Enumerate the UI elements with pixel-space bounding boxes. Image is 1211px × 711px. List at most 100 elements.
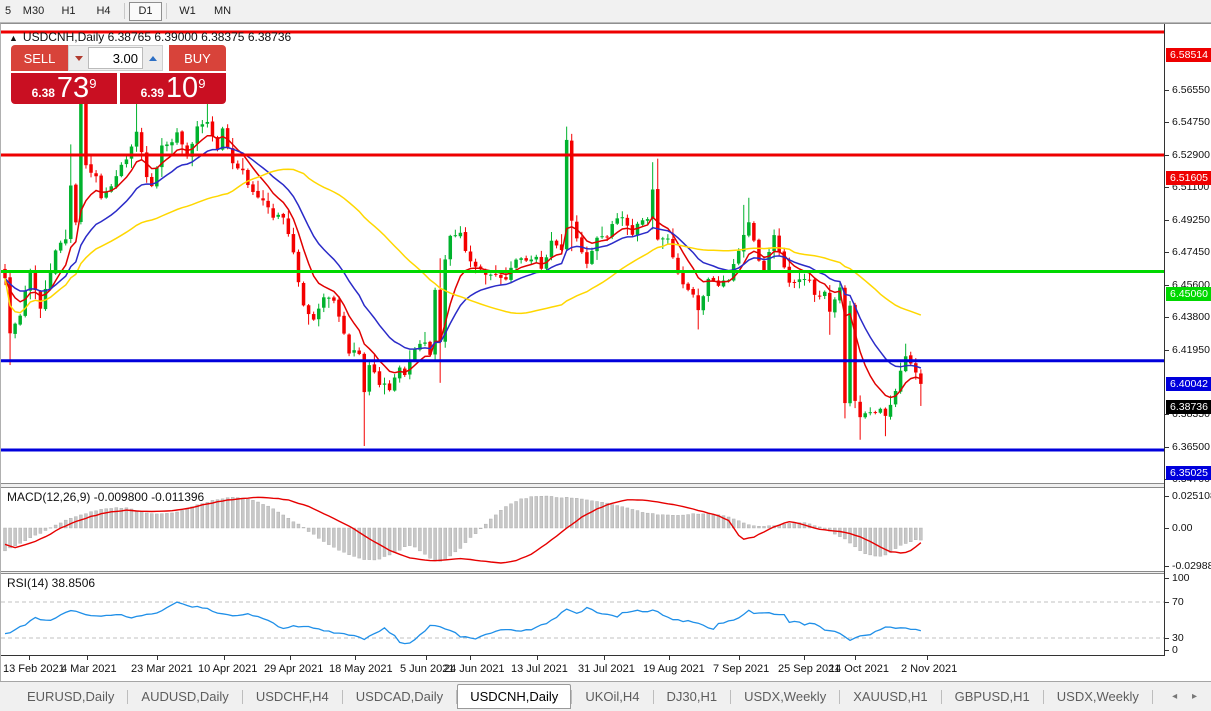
rsi-axis-label: 0 (1172, 644, 1178, 656)
date-tick (29, 656, 30, 660)
price-level-label: 6.51605 (1166, 170, 1211, 185)
timeframe-toolbar: 5 M30 H1 H4 D1 W1 MN (0, 0, 1211, 23)
date-tick (87, 656, 88, 660)
buy-price-sup: 9 (198, 76, 206, 91)
time-axis[interactable]: 13 Feb 2021 4 Mar 2021 23 Mar 2021 10 Apr 2… (1, 655, 1164, 681)
axis-tick (1165, 446, 1169, 448)
date-tick (739, 656, 740, 660)
date-tick (224, 656, 225, 660)
price-level-label: 6.38736 (1166, 399, 1211, 414)
trade-widget-top-row: SELL BUY (11, 45, 226, 71)
date-label: 10 Apr 2021 (198, 663, 258, 675)
axis-tick (1165, 496, 1169, 497)
chart-tab-ukoil-h4[interactable]: UKOil,H4 (585, 689, 640, 704)
volume-increase-button[interactable] (143, 46, 162, 70)
chart-tab-gbpusd-h1[interactable]: GBPUSD,H1 (954, 689, 1030, 704)
chart-window[interactable]: ▲ USDCNH,Daily 6.38765 6.39000 6.38375 6.… (0, 23, 1211, 681)
pane-separator[interactable] (1, 483, 1211, 488)
axis-tick (1165, 89, 1169, 91)
macd-axis-label: 0.025108 (1172, 490, 1211, 502)
rsi-axis-label: 70 (1172, 596, 1184, 608)
tab-separator (456, 689, 458, 704)
date-label: 13 Jul 2021 (511, 663, 568, 675)
timeframe-button-mn[interactable]: MN (206, 2, 239, 21)
volume-decrease-button[interactable] (69, 46, 88, 70)
sell-price-big: 73 (56, 72, 90, 104)
sell-price-sup: 9 (89, 76, 97, 91)
axis-tick (1165, 122, 1169, 124)
trade-widget-price-row: 6.38 73 9 6.39 10 9 (11, 73, 226, 104)
buy-price-panel[interactable]: 6.39 10 9 (120, 73, 226, 104)
timeframe-button-m30[interactable]: M30 (17, 2, 50, 21)
timeframe-button-d1[interactable]: D1 (129, 1, 162, 21)
axis-tick (1165, 154, 1169, 156)
timeframe-button-h4[interactable]: H4 (87, 2, 120, 21)
tab-separator (652, 689, 654, 704)
quote-low: 6.38375 (201, 30, 245, 44)
price-tick-label: 6.47450 (1172, 245, 1210, 258)
collapse-triangle-icon[interactable]: ▲ (9, 33, 18, 43)
chart-tab-usdcad-daily[interactable]: USDCAD,Daily (355, 689, 444, 704)
date-label: 31 Jul 2021 (578, 663, 635, 675)
tab-scroll-arrows[interactable]: ◂ ▸ (1172, 691, 1203, 702)
date-label: 5 Jun 2021 (400, 663, 455, 675)
axis-tick (1165, 284, 1169, 286)
chart-tab-bar: EURUSD,Daily AUDUSD,Daily USDCHF,H4 USDCAD,… (0, 681, 1211, 711)
chart-tab-eurusd-daily[interactable]: EURUSD,Daily (27, 689, 115, 704)
date-label: 24 Jun 2021 (444, 663, 505, 675)
date-label: 25 Sep 2021 (778, 663, 841, 675)
axis-tick (1165, 349, 1169, 351)
sell-button[interactable]: SELL (11, 45, 68, 71)
price-tick-label: 6.52900 (1172, 148, 1210, 161)
axis-tick (1165, 638, 1169, 639)
axis-tick (1165, 578, 1169, 579)
chart-symbol-label: USDCNH,Daily (22, 30, 105, 44)
toolbar-separator (166, 3, 167, 19)
timeframe-button-h1[interactable]: H1 (52, 2, 85, 21)
chart-tab-usdchf-h4[interactable]: USDCHF,H4 (255, 689, 329, 704)
timeframe-button-w1[interactable]: W1 (171, 2, 204, 21)
chart-tab-xauusd-h1[interactable]: XAUUSD,H1 (853, 689, 928, 704)
quote-open: 6.38765 (107, 30, 151, 44)
buy-button[interactable]: BUY (169, 45, 226, 71)
date-tick (604, 656, 605, 660)
triangle-down-icon (74, 55, 83, 61)
buy-price-prefix: 6.39 (140, 86, 164, 100)
price-pane[interactable] (1, 27, 1164, 483)
axis-tick (1165, 316, 1169, 318)
rsi-pane[interactable] (1, 574, 1164, 655)
axis-tick (1165, 566, 1169, 568)
macd-indicator-label: MACD(12,26,9) -0.009800 -0.011396 (7, 490, 205, 504)
macd-pane[interactable] (1, 488, 1164, 571)
chart-tab-usdx-weekly[interactable]: USDX,Weekly (744, 689, 827, 704)
toolbar-separator (124, 3, 125, 19)
date-tick (157, 656, 158, 660)
chart-tab-usdcnh-daily[interactable]: USDCNH,Daily (457, 684, 572, 709)
timeframe-button-5[interactable]: 5 (1, 2, 15, 21)
date-tick (804, 656, 805, 660)
volume-input[interactable] (88, 47, 143, 69)
axis-tick (1165, 650, 1169, 651)
tab-separator (341, 689, 343, 704)
sell-price-panel[interactable]: 6.38 73 9 (11, 73, 117, 104)
chart-tab-dj30-h1[interactable]: DJ30,H1 (666, 689, 718, 704)
price-axis[interactable]: 6.56550 6.54750 6.52900 6.51100 6.49250 6.474… (1164, 24, 1211, 656)
date-label: 14 Oct 2021 (829, 663, 889, 675)
chart-tab-audusd-daily[interactable]: AUDUSD,Daily (141, 689, 229, 704)
rsi-axis-label: 30 (1172, 632, 1184, 644)
price-level-label: 6.35025 (1166, 465, 1211, 480)
price-tick-label: 6.36500 (1172, 440, 1210, 453)
axis-tick (1165, 219, 1169, 221)
price-level-label: 6.45060 (1166, 287, 1211, 302)
rsi-axis-label: 100 (1172, 572, 1190, 584)
quote-high: 6.39000 (154, 30, 198, 44)
date-tick (855, 656, 856, 660)
date-tick (537, 656, 538, 660)
date-label: 13 Feb 2021 (3, 663, 65, 675)
axis-tick (1165, 186, 1169, 188)
pane-separator[interactable] (1, 571, 1211, 574)
chart-tab-usdx-weekly[interactable]: USDX,Weekly (1056, 689, 1139, 704)
date-label: 29 Apr 2021 (264, 663, 324, 675)
date-tick (927, 656, 928, 660)
